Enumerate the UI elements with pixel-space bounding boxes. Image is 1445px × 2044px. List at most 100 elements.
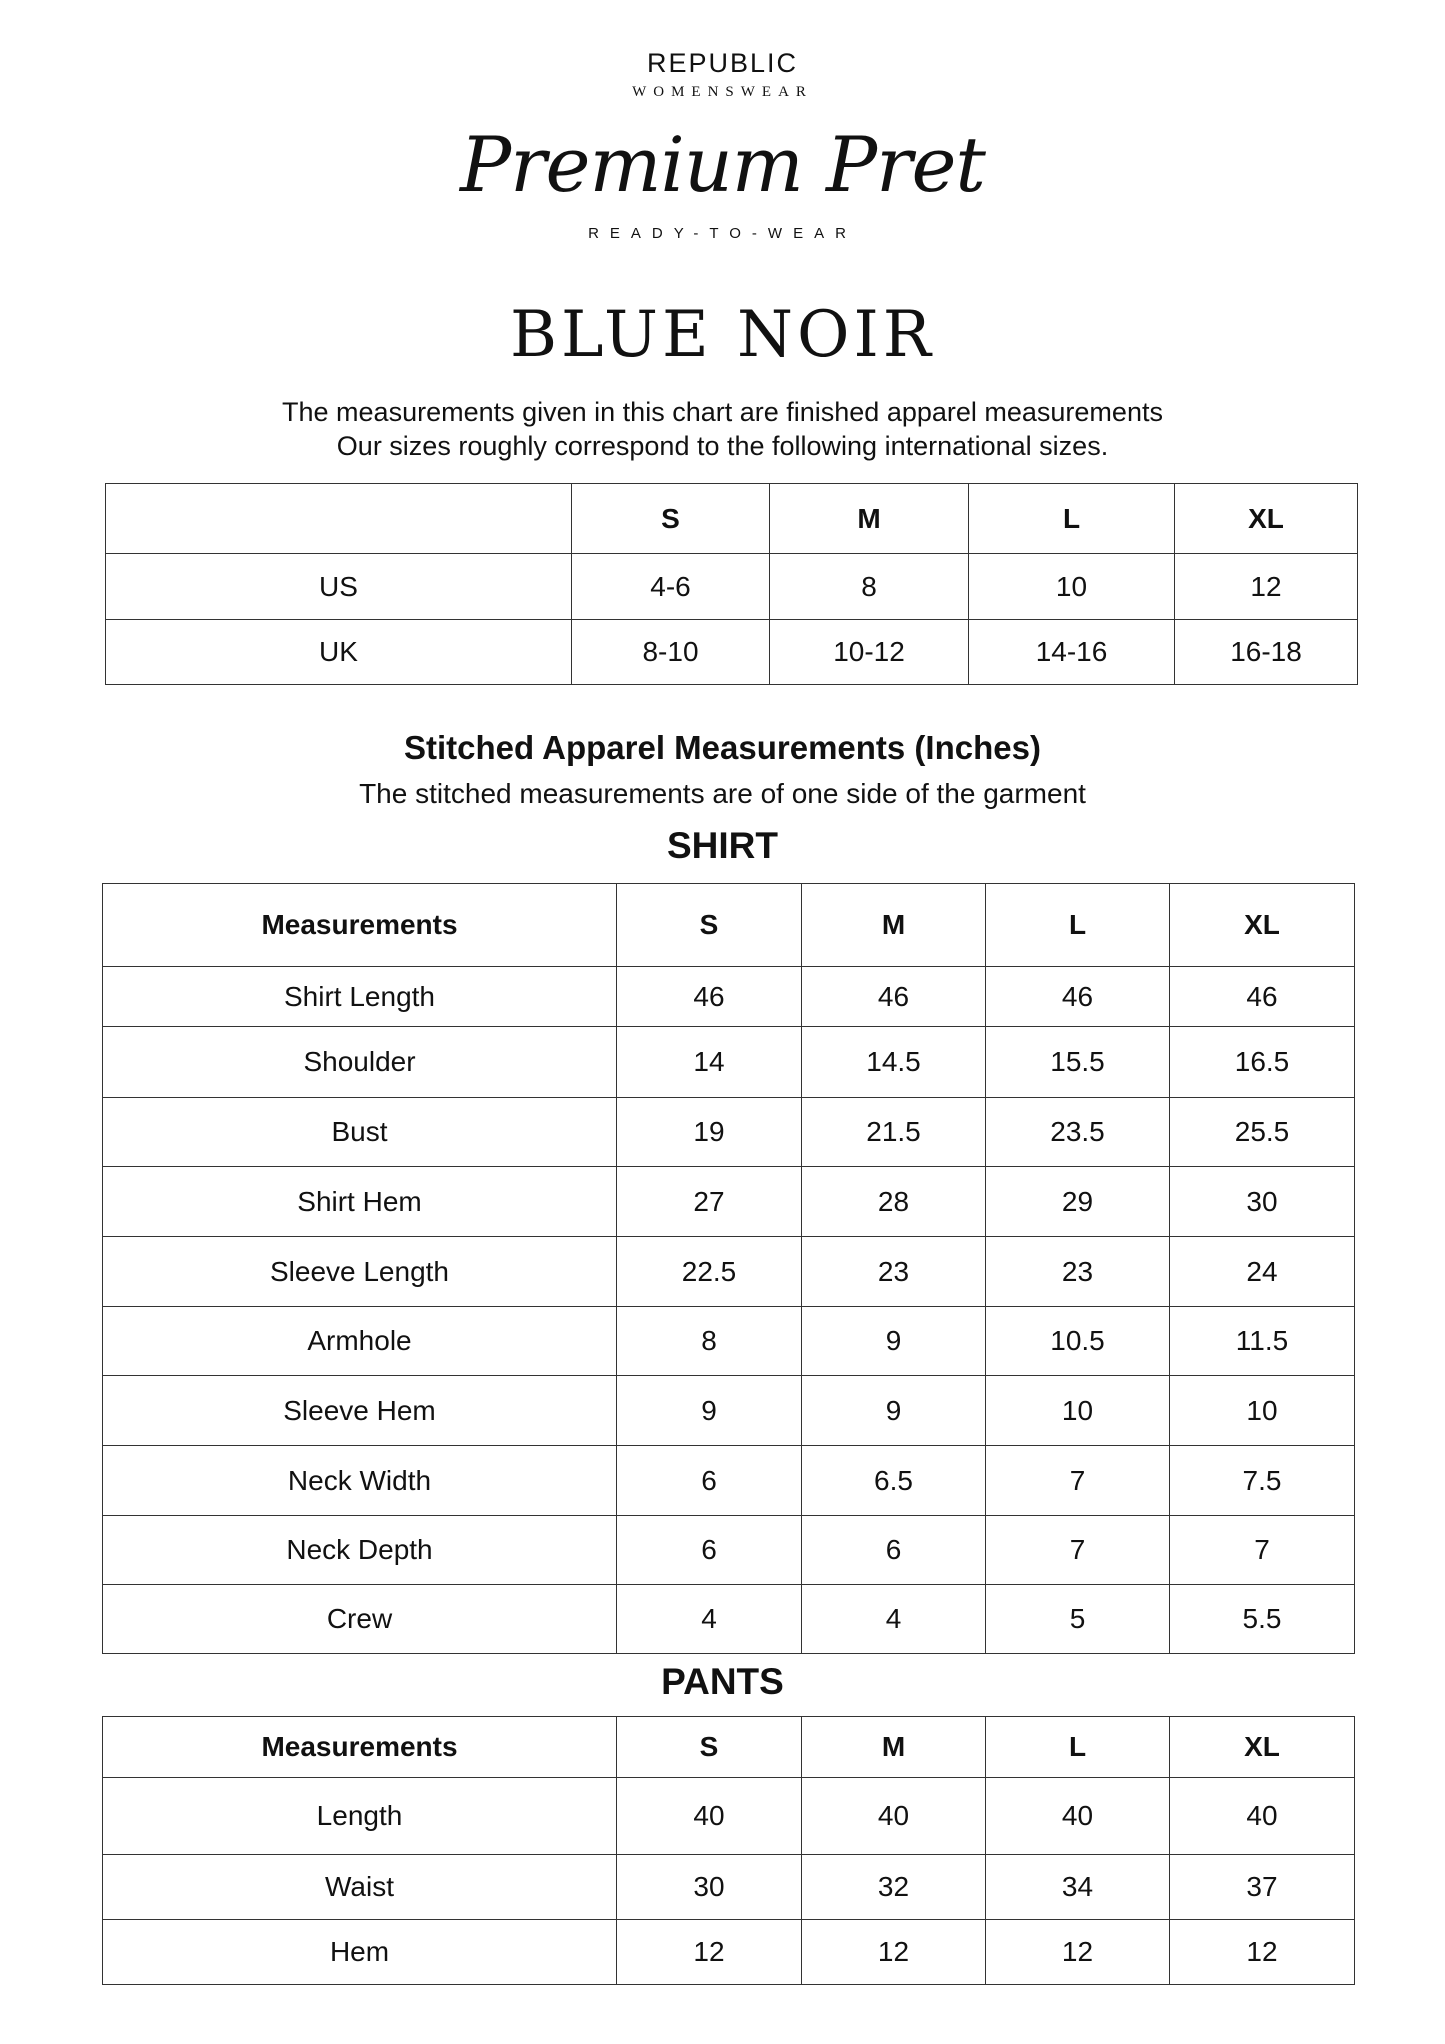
cell-value: 46 bbox=[801, 966, 986, 1027]
cell-value: 25.5 bbox=[1169, 1097, 1355, 1167]
size-header: XL bbox=[1174, 483, 1358, 554]
size-header: L bbox=[985, 1716, 1170, 1778]
cell-value: 46 bbox=[616, 966, 802, 1027]
cell-value: 12 bbox=[1169, 1919, 1355, 1985]
size-header: L bbox=[985, 883, 1170, 967]
table-row: US 4-6 8 10 12 bbox=[105, 553, 1358, 620]
table-row: Armhole 8 9 10.5 11.5 bbox=[102, 1306, 1355, 1376]
cell-value: 6 bbox=[616, 1445, 802, 1516]
cell-value: 10.5 bbox=[985, 1306, 1170, 1376]
cell-value: 4-6 bbox=[571, 553, 770, 620]
brand-logo: REPUBLIC bbox=[646, 48, 799, 78]
size-header: M bbox=[801, 883, 986, 967]
cell-value: 40 bbox=[1169, 1777, 1355, 1855]
row-label: Length bbox=[102, 1777, 617, 1855]
cell-value: 40 bbox=[801, 1777, 986, 1855]
pants-title: PANTS bbox=[661, 1661, 784, 1702]
cell-value: 30 bbox=[616, 1854, 802, 1920]
header-row: Measurements S M L XL bbox=[102, 1716, 1355, 1778]
cell-value: 23.5 bbox=[985, 1097, 1170, 1167]
cell-value: 23 bbox=[985, 1236, 1170, 1307]
row-label: Crew bbox=[102, 1584, 617, 1654]
cell-value: 4 bbox=[801, 1584, 986, 1654]
international-size-table: S M L XL US 4-6 8 10 12 UK 8-10 10-12 14-16 16-18 bbox=[105, 483, 1358, 685]
pants-size-table: Measurements S M L XL Length 40 40 40 40 Waist 30 32… bbox=[102, 1716, 1355, 1985]
cell-value: 28 bbox=[801, 1166, 986, 1237]
cell-value: 9 bbox=[801, 1306, 986, 1376]
table-row: Sleeve Length 22.5 23 23 24 bbox=[102, 1236, 1355, 1307]
cell-value: 19 bbox=[616, 1097, 802, 1167]
size-header: M bbox=[769, 483, 969, 554]
table-row: Shoulder 14 14.5 15.5 16.5 bbox=[102, 1026, 1355, 1098]
size-header: L bbox=[968, 483, 1175, 554]
cell-value: 5 bbox=[985, 1584, 1170, 1654]
stitched-subtitle: The stitched measurements are of one sid… bbox=[359, 778, 1086, 809]
cell-value: 8 bbox=[769, 553, 969, 620]
cell-value: 12 bbox=[1174, 553, 1358, 620]
cell-value: 15.5 bbox=[985, 1026, 1170, 1098]
cell-value: 7 bbox=[985, 1445, 1170, 1516]
cell-value: 30 bbox=[1169, 1166, 1355, 1237]
cell-value: 40 bbox=[985, 1777, 1170, 1855]
cell-value: 7 bbox=[985, 1515, 1170, 1585]
row-label: US bbox=[105, 553, 572, 620]
row-label: Neck Width bbox=[102, 1445, 617, 1516]
table-row: Neck Depth 6 6 7 7 bbox=[102, 1515, 1355, 1585]
table-row: Sleeve Hem 9 9 10 10 bbox=[102, 1375, 1355, 1446]
size-header: XL bbox=[1169, 883, 1355, 967]
cell-value: 22.5 bbox=[616, 1236, 802, 1307]
cell-value: 46 bbox=[985, 966, 1170, 1027]
cell-value: 12 bbox=[985, 1919, 1170, 1985]
row-label: Waist bbox=[102, 1854, 617, 1920]
intro-line-1: The measurements given in this chart are… bbox=[282, 397, 1163, 427]
table-row: Shirt Length 46 46 46 46 bbox=[102, 966, 1355, 1027]
header-label bbox=[105, 483, 572, 554]
size-header: S bbox=[616, 1716, 802, 1778]
cell-value: 40 bbox=[616, 1777, 802, 1855]
cell-value: 12 bbox=[616, 1919, 802, 1985]
table-row: Crew 4 4 5 5.5 bbox=[102, 1584, 1355, 1654]
cell-value: 34 bbox=[985, 1854, 1170, 1920]
cell-value: 16.5 bbox=[1169, 1026, 1355, 1098]
collection-title: BLUE NOIR bbox=[510, 298, 935, 372]
cell-value: 5.5 bbox=[1169, 1584, 1355, 1654]
header-label: Measurements bbox=[102, 883, 617, 967]
shirt-size-table: Measurements S M L XL Shirt Length 46 46 46 46 Sho… bbox=[102, 883, 1355, 1654]
size-header: XL bbox=[1169, 1716, 1355, 1778]
cell-value: 32 bbox=[801, 1854, 986, 1920]
brand-subtitle: WOMENSWEAR bbox=[632, 84, 813, 100]
cell-value: 6 bbox=[801, 1515, 986, 1585]
intro-line-2: Our sizes roughly correspond to the foll… bbox=[336, 431, 1109, 461]
cell-value: 10 bbox=[1169, 1375, 1355, 1446]
cell-value: 29 bbox=[985, 1166, 1170, 1237]
row-label: Armhole bbox=[102, 1306, 617, 1376]
row-label: Shoulder bbox=[102, 1026, 617, 1098]
size-header: S bbox=[616, 883, 802, 967]
row-label: Sleeve Hem bbox=[102, 1375, 617, 1446]
line-subtitle: READY-TO-WEAR bbox=[588, 225, 857, 242]
cell-value: 14.5 bbox=[801, 1026, 986, 1098]
cell-value: 12 bbox=[801, 1919, 986, 1985]
cell-value: 10-12 bbox=[769, 619, 969, 685]
cell-value: 27 bbox=[616, 1166, 802, 1237]
cell-value: 11.5 bbox=[1169, 1306, 1355, 1376]
table-row: Bust 19 21.5 23.5 25.5 bbox=[102, 1097, 1355, 1167]
cell-value: 4 bbox=[616, 1584, 802, 1654]
row-label: Neck Depth bbox=[102, 1515, 617, 1585]
table-row: Hem 12 12 12 12 bbox=[102, 1919, 1355, 1985]
header-label: Measurements bbox=[102, 1716, 617, 1778]
row-label: Hem bbox=[102, 1919, 617, 1985]
table-row: Waist 30 32 34 37 bbox=[102, 1854, 1355, 1920]
shirt-title: SHIRT bbox=[667, 825, 778, 866]
size-header: M bbox=[801, 1716, 986, 1778]
cell-value: 46 bbox=[1169, 966, 1355, 1027]
cell-value: 10 bbox=[985, 1375, 1170, 1446]
row-label: Shirt Length bbox=[102, 966, 617, 1027]
table-row: Shirt Hem 27 28 29 30 bbox=[102, 1166, 1355, 1237]
row-label: Shirt Hem bbox=[102, 1166, 617, 1237]
table-row: Length 40 40 40 40 bbox=[102, 1777, 1355, 1855]
cell-value: 24 bbox=[1169, 1236, 1355, 1307]
cell-value: 7 bbox=[1169, 1515, 1355, 1585]
cell-value: 8-10 bbox=[571, 619, 770, 685]
cell-value: 21.5 bbox=[801, 1097, 986, 1167]
